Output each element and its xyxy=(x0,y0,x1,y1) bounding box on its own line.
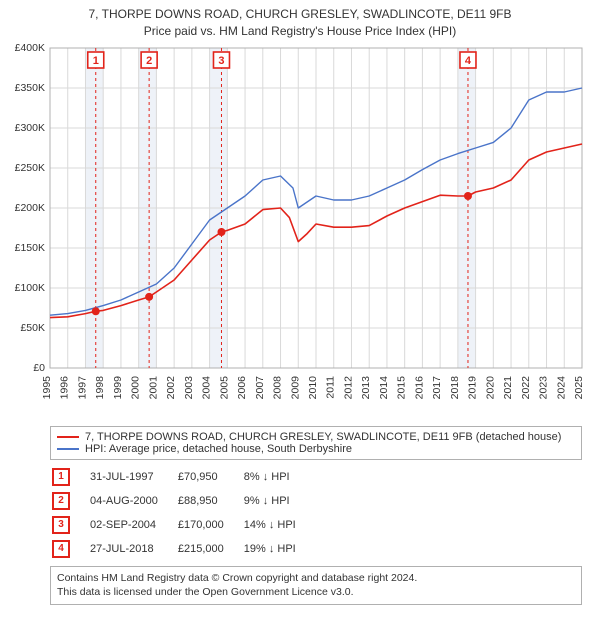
svg-text:1997: 1997 xyxy=(76,375,88,399)
svg-text:2005: 2005 xyxy=(218,375,230,399)
svg-text:2024: 2024 xyxy=(555,375,567,399)
svg-text:2022: 2022 xyxy=(520,375,532,399)
svg-text:2018: 2018 xyxy=(449,375,461,399)
svg-text:2025: 2025 xyxy=(573,375,585,399)
chart-title: 7, THORPE DOWNS ROAD, CHURCH GRESLEY, SW… xyxy=(0,0,600,40)
svg-text:1996: 1996 xyxy=(59,375,71,399)
event-date: 04-AUG-2000 xyxy=(90,490,176,512)
svg-text:2003: 2003 xyxy=(183,375,195,399)
svg-text:2012: 2012 xyxy=(342,375,354,399)
title-line-1: 7, THORPE DOWNS ROAD, CHURCH GRESLEY, SW… xyxy=(0,6,600,23)
svg-text:2016: 2016 xyxy=(413,375,425,399)
event-marker: 4 xyxy=(52,540,70,558)
event-price: £170,000 xyxy=(178,514,242,536)
legend-row: 7, THORPE DOWNS ROAD, CHURCH GRESLEY, SW… xyxy=(57,431,575,443)
event-date: 27-JUL-2018 xyxy=(90,538,176,560)
svg-text:2011: 2011 xyxy=(325,375,337,398)
event-row: 2 04-AUG-2000£88,9509% ↓ HPI xyxy=(52,490,314,512)
svg-text:£0: £0 xyxy=(33,362,45,374)
svg-text:2013: 2013 xyxy=(360,375,372,399)
event-delta: 8% ↓ HPI xyxy=(244,466,314,488)
svg-text:2000: 2000 xyxy=(130,375,142,399)
svg-text:2023: 2023 xyxy=(538,375,550,399)
event-date: 02-SEP-2004 xyxy=(90,514,176,536)
event-delta: 14% ↓ HPI xyxy=(244,514,314,536)
svg-text:£200K: £200K xyxy=(15,202,45,214)
svg-text:1998: 1998 xyxy=(94,375,106,399)
svg-text:2008: 2008 xyxy=(272,375,284,399)
event-marker: 3 xyxy=(52,516,70,534)
svg-text:2007: 2007 xyxy=(254,375,266,399)
svg-text:£150K: £150K xyxy=(15,242,45,254)
svg-text:2014: 2014 xyxy=(378,375,390,399)
legend-label: HPI: Average price, detached house, Sout… xyxy=(85,443,352,455)
svg-text:£250K: £250K xyxy=(15,162,45,174)
event-marker: 1 xyxy=(52,468,70,486)
chart-svg: £0 £50K £100K £150K £200K £250K £300K £350K £400… xyxy=(0,40,600,420)
svg-text:2001: 2001 xyxy=(147,375,159,399)
legend-swatch xyxy=(57,448,79,450)
svg-text:2010: 2010 xyxy=(307,375,319,399)
event-price: £215,000 xyxy=(178,538,242,560)
svg-text:2004: 2004 xyxy=(201,375,213,399)
event-date: 31-JUL-1997 xyxy=(90,466,176,488)
event-price: £70,950 xyxy=(178,466,242,488)
chart-area: £0 £50K £100K £150K £200K £250K £300K £350K £400… xyxy=(0,40,600,420)
svg-text:2002: 2002 xyxy=(165,375,177,399)
svg-text:2021: 2021 xyxy=(502,375,514,399)
event-row: 1 31-JUL-1997£70,9508% ↓ HPI xyxy=(52,466,314,488)
event-delta: 9% ↓ HPI xyxy=(244,490,314,512)
svg-text:1999: 1999 xyxy=(112,375,124,399)
event-row: 3 02-SEP-2004£170,00014% ↓ HPI xyxy=(52,514,314,536)
svg-text:2: 2 xyxy=(146,55,152,67)
svg-text:2020: 2020 xyxy=(484,375,496,399)
legend-swatch xyxy=(57,436,79,438)
event-delta: 19% ↓ HPI xyxy=(244,538,314,560)
svg-text:£300K: £300K xyxy=(15,122,45,134)
svg-text:£100K: £100K xyxy=(15,282,45,294)
footer-line-1: Contains HM Land Registry data © Crown c… xyxy=(57,571,575,586)
events-table: 131-JUL-1997£70,9508% ↓ HPI204-AUG-2000£… xyxy=(50,464,316,562)
svg-text:£350K: £350K xyxy=(15,82,45,94)
svg-text:4: 4 xyxy=(465,55,472,67)
legend-label: 7, THORPE DOWNS ROAD, CHURCH GRESLEY, SW… xyxy=(85,431,561,443)
title-line-2: Price paid vs. HM Land Registry's House … xyxy=(0,23,600,40)
event-price: £88,950 xyxy=(178,490,242,512)
svg-text:2017: 2017 xyxy=(431,375,443,399)
svg-text:2009: 2009 xyxy=(289,375,301,399)
footer: Contains HM Land Registry data © Crown c… xyxy=(50,566,582,605)
event-row: 4 27-JUL-2018£215,00019% ↓ HPI xyxy=(52,538,314,560)
svg-text:2006: 2006 xyxy=(236,375,248,399)
legend: 7, THORPE DOWNS ROAD, CHURCH GRESLEY, SW… xyxy=(50,426,582,460)
svg-text:1995: 1995 xyxy=(41,375,53,399)
svg-text:2015: 2015 xyxy=(396,375,408,399)
svg-text:£400K: £400K xyxy=(15,42,45,54)
svg-text:£50K: £50K xyxy=(20,322,45,334)
svg-text:2019: 2019 xyxy=(467,375,479,399)
legend-row: HPI: Average price, detached house, Sout… xyxy=(57,443,575,455)
svg-text:3: 3 xyxy=(218,55,224,67)
svg-text:1: 1 xyxy=(93,55,99,67)
footer-line-2: This data is licensed under the Open Gov… xyxy=(57,585,575,600)
event-marker: 2 xyxy=(52,492,70,510)
